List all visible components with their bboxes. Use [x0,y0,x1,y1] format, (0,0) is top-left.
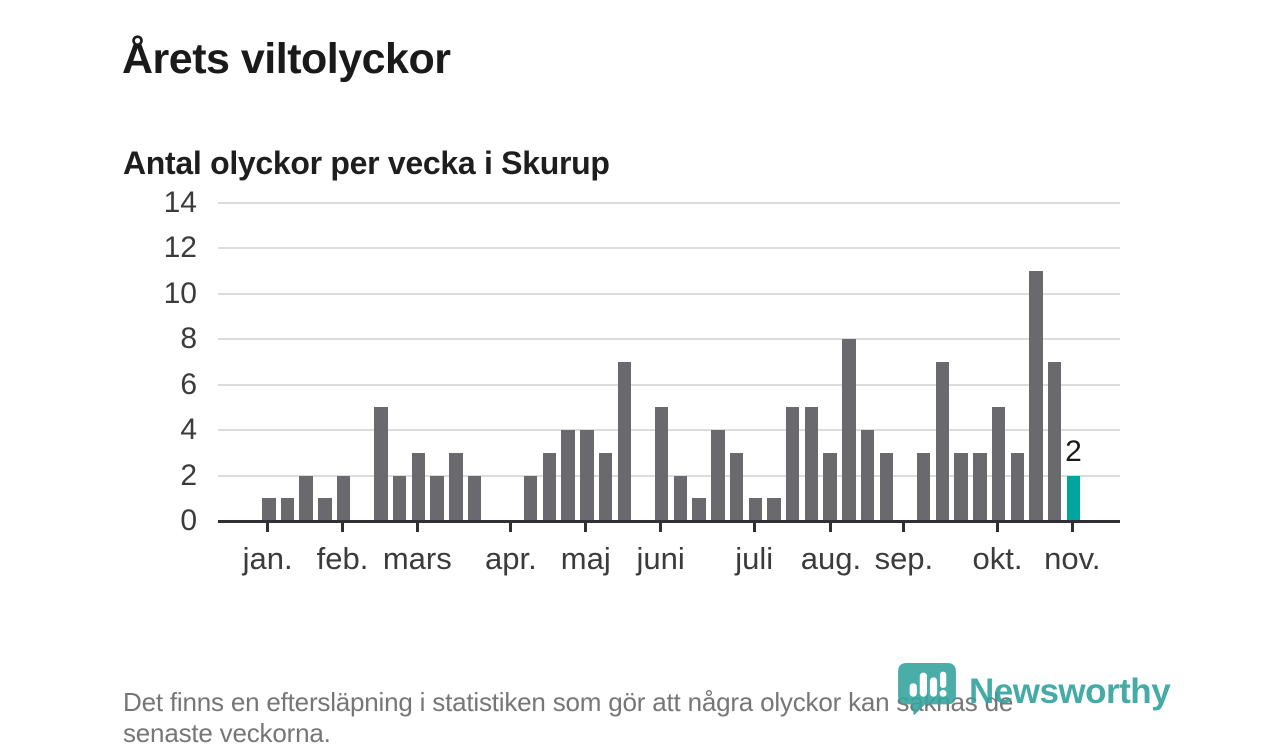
gridline [218,474,1120,477]
x-axis-tick [829,523,833,532]
weekly-accidents-bar-chart: 0 2 4 6 8 10 12 14 2 jan. feb. mars apr. maj juni juli a… [163,186,1120,576]
bar-value-label: 2 [1065,434,1082,468]
bar [299,475,313,521]
month-label: juni [636,541,685,576]
bar [804,407,819,521]
gridline [218,247,1120,250]
month-label: aug. [800,541,862,576]
y-axis-label: 6 [180,367,197,401]
gridline [218,202,1120,204]
x-axis-line [218,520,1120,523]
bar [767,498,781,521]
bar [617,362,632,521]
bar [411,452,426,521]
bar [580,430,594,521]
y-axis-label: 14 [163,186,197,219]
x-axis-tick [266,523,270,532]
x-axis-tick [752,523,756,532]
bar [449,452,463,521]
x-axis-tick [902,523,906,532]
bar [467,475,482,521]
bar [654,407,669,521]
y-axis-label: 4 [180,413,197,447]
x-axis-tick [1070,523,1074,532]
gridline [218,383,1120,386]
month-label: nov. [1044,541,1101,576]
bar [1047,362,1062,521]
bar [392,475,407,521]
x-axis-tick [340,523,344,532]
bar [598,452,613,521]
y-axis-label: 12 [163,231,197,265]
month-label: jan. [242,541,293,576]
y-axis-label: 10 [163,276,197,310]
bar [318,498,332,521]
newsworthy-pin-barchart-icon [897,662,957,721]
gridline [218,429,1120,432]
bar [673,475,688,521]
bar [916,452,931,521]
month-label: mars [382,541,452,576]
bar [430,475,444,521]
bar [1029,271,1043,521]
month-label: apr. [485,541,537,576]
bar [561,430,575,521]
newsworthy-logo: Newsworthy [897,662,1171,721]
gridline [218,338,1120,341]
bar [374,407,388,521]
x-axis-tick [415,523,419,532]
bar [785,407,800,521]
month-label: juli [735,541,774,576]
bar [879,452,894,521]
bar [523,475,538,521]
chart-subtitle: Antal olyckor per vecka i Skurup [123,144,610,181]
y-axis-label: 8 [180,322,197,356]
y-axis-label: 2 [180,458,197,492]
bar [280,498,295,521]
x-axis-tick [509,523,513,532]
page-title: Årets viltolyckor [122,34,451,83]
bar [542,452,557,521]
newsworthy-logo-text: Newsworthy [969,671,1171,711]
bar [935,362,950,521]
x-axis-tick [584,523,588,532]
bar [692,498,706,521]
y-axis-label: 0 [180,504,197,537]
bar [860,430,875,521]
month-label: okt. [972,541,1023,576]
month-label: sep. [874,541,934,576]
bar [748,498,763,521]
x-axis-tick [995,523,999,532]
gridline [218,292,1120,295]
bar [336,475,351,521]
bar [842,339,856,521]
bar [1010,452,1025,521]
bar [973,452,987,521]
bar [954,452,968,521]
month-label: feb. [316,541,369,576]
bar [262,498,276,521]
bar [711,430,725,521]
highlight-bar [1066,475,1081,521]
month-label: maj [560,541,611,576]
bar [729,452,744,521]
x-axis-tick [659,523,663,532]
bar [991,407,1006,521]
bar [823,452,837,521]
